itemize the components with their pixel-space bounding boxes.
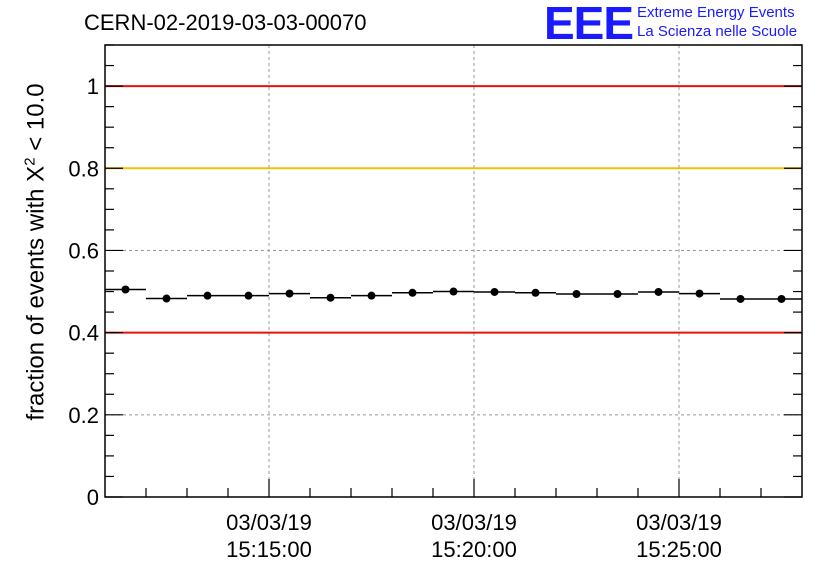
data-point-16 [777,294,786,303]
data-point-14 [695,289,704,298]
data-point-5 [326,293,335,302]
data-point-2 [203,291,212,300]
data-point-11 [572,290,581,299]
y-tick-label-3: 0.6 [68,238,99,263]
data-point-8 [449,287,458,296]
x-tick-time-0: 15:15:00 [226,537,312,562]
data-point-7 [408,288,417,297]
y-axis-label-tail: < 10.0 [22,83,50,158]
data-point-12 [613,290,622,299]
x-tick-date-1: 03/03/19 [431,510,517,535]
data-point-6 [367,291,376,300]
data-point-10 [531,288,540,297]
data-point-3 [244,291,253,300]
x-tick-date-2: 03/03/19 [636,510,722,535]
y-tick-label-2: 0.4 [68,321,99,346]
x-tick-date-0: 03/03/19 [226,510,312,535]
eee-logo: EEE [544,0,634,49]
y-axis-label-main: fraction of events with X [22,165,50,421]
y-tick-label-1: 0.2 [68,403,99,428]
logo-line-2: La Scienza nelle Scuole [637,23,798,40]
data-point-1 [162,294,171,303]
x-tick-time-2: 15:25:00 [636,537,722,562]
y-tick-label-0: 0 [87,485,99,510]
logo-line-1: Extreme Energy Events [637,4,795,21]
data-point-13 [654,287,663,296]
data-point-9 [490,287,499,296]
y-axis-label-sup: 2 [21,157,39,166]
plot-frame [104,44,803,498]
chart-title: CERN-02-2019-03-03-00070 [84,10,367,35]
data-point-15 [736,294,745,303]
y-axis-label: fraction of events with X2 < 10.0 [22,83,51,420]
y-tick-label-4: 0.8 [68,156,99,181]
y-tick-label-5: 1 [87,74,99,99]
eee-logo-text: Extreme Energy Events La Scienza nelle S… [637,3,797,41]
data-point-4 [285,289,294,298]
data-point-0 [121,285,130,294]
x-tick-time-1: 15:20:00 [431,537,517,562]
